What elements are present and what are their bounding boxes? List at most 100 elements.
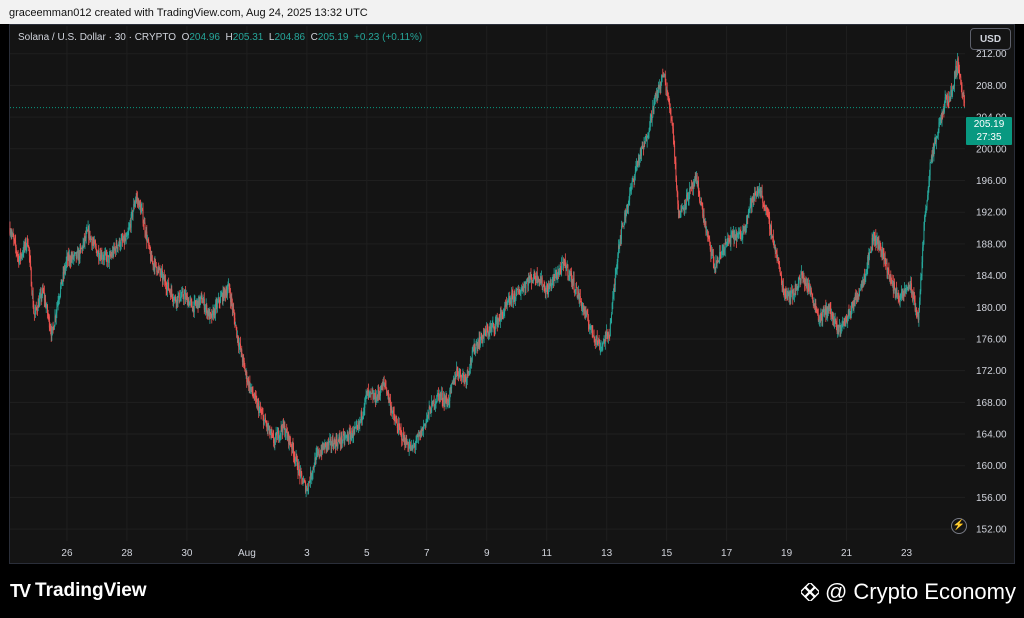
- candle-body: [184, 292, 186, 295]
- candle-body: [494, 329, 496, 331]
- candle-body: [599, 347, 601, 350]
- candle-body: [117, 245, 119, 249]
- candle-body: [850, 311, 852, 315]
- candle-body: [921, 262, 923, 277]
- candle-body: [669, 109, 671, 111]
- lightning-icon[interactable]: ⚡: [951, 518, 967, 534]
- candle-body: [513, 296, 514, 302]
- candle-body: [681, 208, 683, 212]
- y-tick-label: 156.00: [976, 493, 1007, 504]
- candle-body: [523, 290, 524, 292]
- candle-body: [415, 442, 417, 445]
- candle-body: [65, 265, 67, 271]
- candle-body: [133, 204, 135, 212]
- candle-body: [366, 391, 368, 396]
- candle-body: [541, 277, 543, 284]
- candle-body: [652, 106, 654, 118]
- candle-body: [293, 456, 295, 458]
- candle-body: [934, 139, 936, 143]
- candle-body: [843, 318, 845, 323]
- candle-body: [96, 249, 98, 256]
- candle-body: [950, 90, 952, 95]
- candle-body: [953, 85, 955, 87]
- candle-body: [362, 415, 364, 417]
- candle-body: [895, 287, 897, 295]
- candle-body: [179, 300, 181, 302]
- candle-body: [428, 412, 429, 415]
- candle-body: [120, 239, 122, 247]
- candle-body: [948, 101, 950, 103]
- candle-body: [238, 342, 240, 348]
- candle-body: [704, 221, 706, 224]
- candle-body: [944, 97, 946, 102]
- candle-body: [180, 296, 181, 301]
- candle-body: [667, 96, 669, 97]
- candle-body: [55, 312, 57, 318]
- candle-body: [529, 278, 531, 281]
- candle-body: [649, 116, 651, 128]
- candle-body: [439, 393, 441, 397]
- candle-body: [946, 99, 948, 105]
- candle-body: [283, 425, 285, 427]
- candle-body: [890, 279, 892, 282]
- candle-body: [618, 246, 620, 248]
- candle-body: [201, 302, 203, 304]
- candle-body: [654, 94, 656, 98]
- candle-body: [105, 252, 107, 256]
- candle-body: [642, 148, 644, 150]
- candle-body: [131, 211, 133, 215]
- candle-body: [867, 256, 869, 262]
- candle-body: [825, 306, 827, 316]
- candle-body: [436, 394, 438, 402]
- change-value: +0.23 (+0.11%): [354, 32, 423, 43]
- currency-button[interactable]: USD: [970, 28, 1011, 50]
- candle-body: [772, 235, 774, 237]
- candle-body: [258, 408, 260, 414]
- candle-body: [81, 246, 83, 249]
- candle-body: [514, 299, 516, 301]
- candle-body: [76, 252, 78, 258]
- candle-body: [336, 443, 338, 447]
- candle-body: [474, 343, 476, 352]
- candle-body: [864, 274, 866, 282]
- candle-body: [455, 375, 457, 380]
- candle-body: [57, 301, 59, 304]
- candle-body: [836, 323, 838, 332]
- candle-body: [13, 236, 15, 240]
- candle-body: [743, 226, 745, 232]
- candle-body: [83, 238, 85, 243]
- candle-body: [129, 223, 131, 227]
- candle-body: [319, 454, 321, 456]
- candle-body: [434, 402, 436, 406]
- candle-body: [480, 333, 482, 340]
- candle-body: [878, 241, 880, 249]
- candle-body: [697, 181, 699, 193]
- candle-body: [418, 434, 420, 436]
- candle-body: [389, 399, 391, 401]
- candle-body: [470, 359, 472, 362]
- candle-body: [907, 287, 909, 289]
- candle-body: [108, 255, 110, 263]
- candle-body: [548, 285, 550, 288]
- candle-body: [703, 214, 705, 223]
- candle-body: [658, 84, 660, 88]
- candle-body: [248, 379, 250, 388]
- candle-body: [458, 372, 460, 377]
- candle-body: [538, 279, 540, 283]
- candle-body: [758, 190, 760, 193]
- candle-body: [587, 314, 589, 321]
- candle-body: [98, 250, 100, 259]
- candle-body: [231, 303, 233, 310]
- candle-body: [479, 337, 481, 346]
- candle-body: [475, 344, 477, 349]
- candle-body: [285, 434, 286, 436]
- candle-body: [205, 307, 206, 309]
- candle-body: [353, 429, 355, 437]
- candle-body: [219, 302, 221, 303]
- candle-body: [110, 253, 112, 257]
- candle-body: [488, 332, 490, 334]
- candle-body: [794, 294, 796, 296]
- candle-body: [137, 200, 139, 202]
- candle-body: [118, 244, 120, 246]
